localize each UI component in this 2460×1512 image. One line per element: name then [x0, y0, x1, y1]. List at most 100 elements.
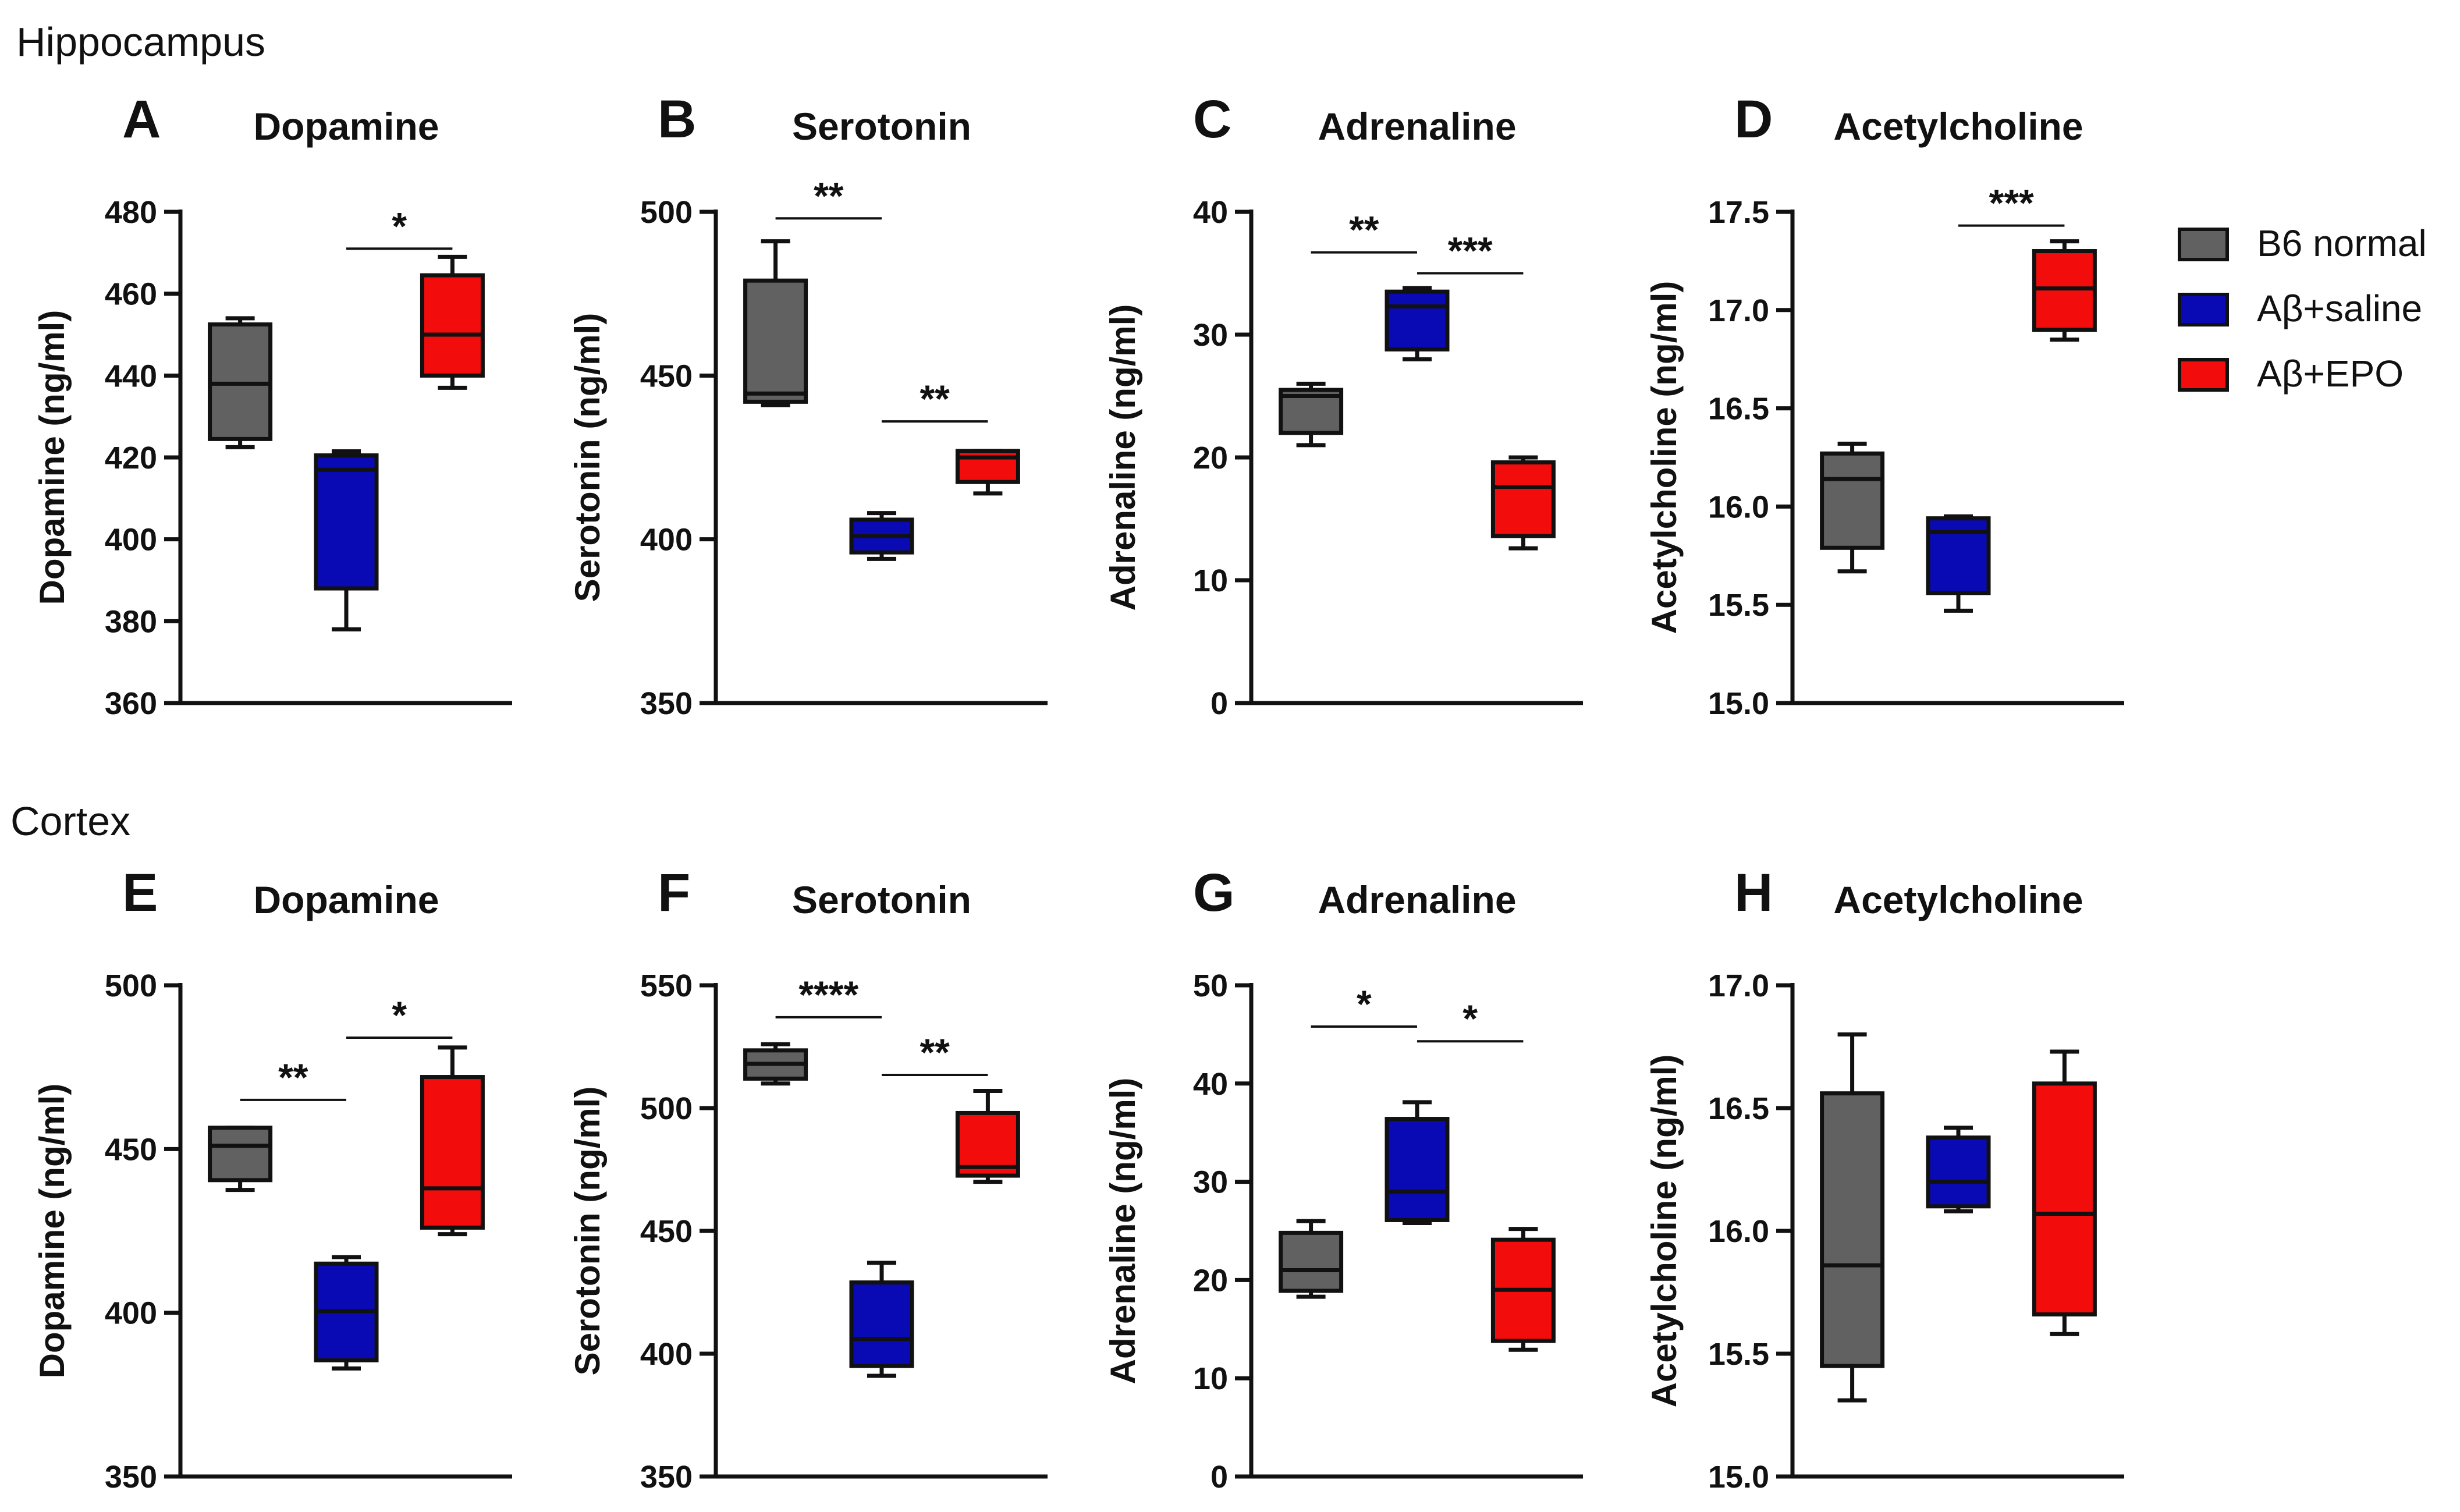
- panel-b-box-b6-normal-iqr: [743, 278, 808, 404]
- panel-a-letter: A: [122, 90, 161, 149]
- panel-a-tick-label: 380: [105, 604, 157, 639]
- panel-d-box-abeta-saline-iqr: [1926, 516, 1991, 595]
- panel-h-tick-label: 16.0: [1708, 1214, 1769, 1249]
- panel-d-box-abeta-saline: [1926, 514, 1991, 613]
- panel-g-letter: G: [1193, 863, 1235, 922]
- panel-h-letter: H: [1734, 863, 1773, 922]
- panel-d-tick-label: 17.0: [1708, 293, 1769, 328]
- panel-g-box-b6-normal: [1279, 1219, 1344, 1299]
- panel-f-tick-label: 550: [640, 968, 693, 1003]
- panel-c-tick-label: 20: [1193, 441, 1228, 475]
- panel-e-title: Dopamine: [253, 878, 439, 921]
- panel-c: C Adrenaline Adrenaline (ng/ml) 0 10 20 30 40 **…: [1103, 90, 1583, 721]
- panel-d-significance-1-label: ***: [1989, 182, 2034, 225]
- panel-b-tick-label: 500: [640, 195, 693, 230]
- panel-g-tick-label: 50: [1193, 968, 1228, 1003]
- panel-b-ylabel: Serotonin (ng/ml): [568, 313, 607, 602]
- panel-f-tick-label: 450: [640, 1214, 693, 1249]
- panel-g-ylabel: Adrenaline (ng/ml): [1103, 1078, 1142, 1385]
- panel-f-box-b6-normal: [743, 1042, 808, 1086]
- panel-f-tick-label: 400: [640, 1337, 693, 1372]
- panel-e-significance-2-label: *: [392, 993, 407, 1037]
- panel-g-tick-label: 20: [1193, 1263, 1228, 1298]
- panel-c-box-abeta-epo-iqr: [1490, 460, 1556, 538]
- panel-d-letter: D: [1734, 90, 1773, 149]
- panel-f-box-abeta-saline-iqr: [849, 1280, 914, 1368]
- panel-f-tick-label: 350: [640, 1460, 693, 1495]
- panel-h-title: Acetylcholine: [1833, 878, 2083, 921]
- section-label-hippocampus: Hippocampus: [16, 19, 265, 65]
- legend-swatch-abeta-epo: [2178, 358, 2229, 392]
- panel-d-tick-label: 15.5: [1708, 588, 1769, 623]
- panel-h-tick-label: 15.5: [1708, 1337, 1769, 1372]
- panel-d-tick-label: 15.0: [1708, 686, 1769, 721]
- legend-label-abeta-saline: Aβ+saline: [2257, 288, 2422, 329]
- panel-f-significance-1-label: ****: [798, 973, 858, 1016]
- panel-c-box-abeta-epo: [1490, 455, 1556, 551]
- panel-e-significance-1-label: **: [278, 1056, 308, 1099]
- panel-f-tick-label: 500: [640, 1091, 693, 1126]
- panel-a-box-b6-normal: [208, 316, 273, 449]
- panel-g-significance-2-label: *: [1462, 997, 1478, 1040]
- panel-c-significance-2-label: ***: [1448, 229, 1493, 272]
- panel-g-tick-label: 10: [1193, 1361, 1228, 1396]
- panel-c-letter: C: [1193, 90, 1231, 149]
- legend-label-b6-normal: B6 normal: [2257, 222, 2427, 264]
- panel-c-box-abeta-saline-iqr: [1385, 289, 1450, 352]
- panel-h-box-abeta-epo-iqr: [2032, 1081, 2097, 1316]
- panel-d-tick-label: 16.5: [1708, 392, 1769, 427]
- panel-c-tick-label: 10: [1193, 563, 1228, 598]
- panel-b-significance-2-label: **: [920, 377, 950, 420]
- panel-b-tick-label: 450: [640, 359, 693, 393]
- panel-e-tick-label: 350: [105, 1460, 157, 1495]
- panel-a-title: Dopamine: [253, 105, 439, 148]
- panel-a-box-abeta-epo: [420, 254, 485, 390]
- panel-d-box-b6-normal-iqr: [1820, 451, 1885, 550]
- panel-g-box-abeta-saline: [1385, 1100, 1450, 1225]
- panel-d-ylabel: Acetylcholine (ng/ml): [1645, 281, 1684, 634]
- legend-swatch-abeta-saline: [2178, 293, 2229, 326]
- panel-h-box-b6-normal-iqr: [1820, 1091, 1885, 1368]
- panel-g-significance-1-label: *: [1357, 982, 1372, 1025]
- panel-a-tick-label: 440: [105, 359, 157, 393]
- panel-a-tick-label: 360: [105, 686, 157, 721]
- panel-h-box-abeta-saline-iqr: [1926, 1135, 1991, 1209]
- panel-a-significance-1-label: *: [392, 204, 407, 247]
- panel-c-significance-1-label: **: [1349, 208, 1379, 251]
- panel-a-tick-label: 400: [105, 523, 157, 558]
- panel-c-box-abeta-saline: [1385, 286, 1450, 361]
- panel-g-tick-label: 0: [1211, 1460, 1228, 1495]
- panel-f-significance-2-label: **: [920, 1031, 950, 1074]
- panel-b-box-abeta-saline: [849, 511, 914, 561]
- panel-h-tick-label: 15.0: [1708, 1460, 1769, 1495]
- panel-b-significance-1-label: **: [814, 174, 844, 217]
- panel-f-box-abeta-saline: [849, 1261, 914, 1378]
- panel-d: D Acetylcholine Acetylcholine (ng/ml) 15.0 1…: [1645, 90, 2124, 721]
- panel-g-tick-label: 30: [1193, 1165, 1228, 1200]
- panel-e-tick-label: 450: [105, 1132, 157, 1167]
- panel-e-tick-label: 400: [105, 1296, 157, 1331]
- panel-f-title: Serotonin: [792, 878, 971, 921]
- panel-a-tick-label: 480: [105, 195, 157, 230]
- panel-c-tick-label: 40: [1193, 195, 1228, 230]
- panel-c-ylabel: Adrenaline (ng/ml): [1103, 304, 1142, 611]
- panel-d-box-b6-normal: [1820, 441, 1885, 574]
- panel-b: B Serotonin Serotonin (ng/ml) 350 400 450 500 *…: [568, 90, 1048, 721]
- panel-h: H Acetylcholine Acetylcholine (ng/ml) 15.0 1…: [1645, 863, 2124, 1495]
- panel-e-box-abeta-epo: [420, 1045, 485, 1237]
- panel-g-box-b6-normal-iqr: [1279, 1230, 1344, 1293]
- panel-e-letter: E: [122, 863, 158, 922]
- section-label-cortex: Cortex: [10, 798, 130, 844]
- panel-b-tick-label: 400: [640, 523, 693, 558]
- legend: B6 normal Aβ+saline Aβ+EPO: [2178, 222, 2427, 395]
- panel-g-title: Adrenaline: [1318, 878, 1516, 921]
- panel-a-box-abeta-epo-iqr: [420, 273, 485, 378]
- panel-b-tick-label: 350: [640, 686, 693, 721]
- panel-h-ylabel: Acetylcholine (ng/ml): [1645, 1055, 1684, 1408]
- legend-label-abeta-epo: Aβ+EPO: [2257, 353, 2404, 395]
- panel-b-box-abeta-epo: [955, 449, 1020, 496]
- panel-e-box-abeta-saline: [314, 1255, 379, 1371]
